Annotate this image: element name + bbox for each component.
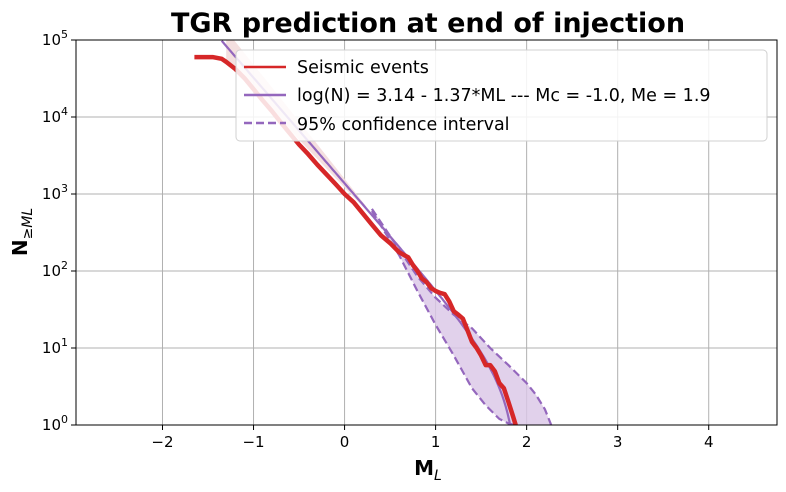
x-tick-label: −1 — [242, 433, 264, 451]
y-tick-label: 102 — [42, 259, 68, 280]
confidence-band — [371, 208, 552, 425]
legend-label-events: Seismic events — [297, 58, 429, 78]
y-axis-label: N≥ML — [8, 208, 36, 256]
x-tick-label: 3 — [613, 433, 623, 451]
x-tick-label: −2 — [151, 433, 173, 451]
y-tick-label: 104 — [42, 105, 68, 126]
x-tick-label: 0 — [340, 433, 350, 451]
x-tick-label: 2 — [522, 433, 532, 451]
x-axis-ticks: −2 −1 0 1 2 3 4 — [151, 425, 713, 451]
y-tick-label: 101 — [42, 336, 68, 357]
y-tick-label: 103 — [42, 182, 68, 203]
x-tick-label: 4 — [704, 433, 714, 451]
x-axis-label: ML — [414, 456, 442, 484]
ci-upper-line — [370, 208, 553, 425]
y-tick-label: 105 — [42, 28, 68, 49]
legend-label-fit: log(N) = 3.14 - 1.37*ML --- Mc = -1.0, M… — [297, 86, 711, 106]
legend-label-ci: 95% confidence interval — [297, 115, 510, 135]
plot-frame — [75, 39, 778, 426]
y-axis-ticks: 100 101 102 103 104 105 — [42, 28, 76, 434]
y-tick-label: 100 — [42, 413, 68, 434]
ci-lower-line — [370, 210, 516, 425]
x-tick-label: 1 — [431, 433, 441, 451]
chart-title: TGR prediction at end of injection — [171, 8, 685, 39]
legend: Seismic events log(N) = 3.14 - 1.37*ML -… — [235, 49, 768, 142]
legend-box — [235, 49, 768, 142]
